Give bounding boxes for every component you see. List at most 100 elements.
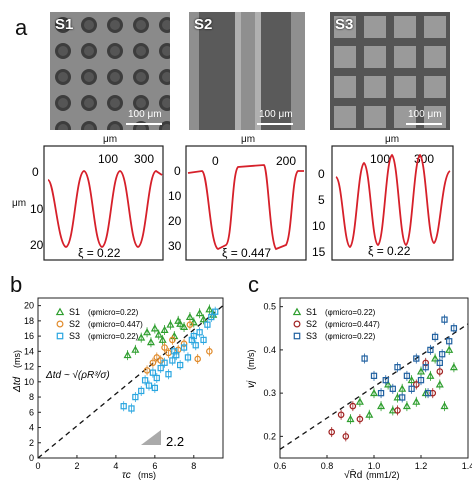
chart-b-points (120, 304, 219, 414)
data-point-s2 (206, 348, 213, 355)
chart-b-yunit: (ms) (12, 350, 22, 368)
data-point-s3 (424, 389, 432, 397)
data-point-s3 (413, 355, 420, 362)
data-point-s1 (416, 367, 426, 375)
data-point-s2 (349, 402, 357, 410)
profile3-ytick-2: 10 (312, 219, 326, 233)
profile1-xi: ξ = 0.22 (78, 246, 121, 260)
data-point-s3 (441, 316, 448, 323)
data-point-s1 (150, 324, 159, 332)
data-point-s1 (166, 320, 175, 328)
data-point-s3 (208, 313, 215, 321)
scale-text-s2: 100 μm (259, 109, 293, 120)
legend-name-s1: S1 (69, 307, 80, 317)
legend-phi-s3: (φmicro=0.22) (325, 332, 376, 341)
legend-phi-s1: (φmicro=0.22) (88, 308, 139, 317)
data-point-s3 (192, 342, 199, 349)
data-point-s3 (450, 325, 458, 332)
data-point-s1 (398, 384, 407, 392)
sem-texture-s3 (330, 12, 450, 130)
profile1-frame (43, 145, 164, 261)
data-point-s2 (394, 407, 401, 414)
data-point-s3 (394, 364, 401, 371)
panel-a-letter: a (15, 15, 28, 40)
data-point-s3 (180, 344, 188, 351)
data-point-s3 (132, 393, 139, 401)
legend-marker-s2 (293, 320, 301, 328)
profile3-curve (335, 153, 451, 248)
y-tick-label: 2 (29, 438, 34, 448)
profile3-xtick-0: 100 (370, 152, 390, 166)
data-point-s3 (200, 336, 207, 344)
chart-c-yunit: (m/s) (246, 350, 256, 371)
data-point-s3 (417, 377, 425, 384)
sem-texture-s2 (189, 12, 305, 130)
profile3-xi: ξ = 0.22 (368, 244, 411, 258)
sem-image-s3: S3 100 μm (330, 12, 450, 130)
data-point-s3 (370, 372, 378, 379)
data-point-s3 (382, 377, 389, 384)
x-tick-label: 2 (74, 461, 79, 471)
data-point-s3 (431, 333, 439, 341)
profile2-xi: ξ = 0.447 (222, 246, 271, 260)
sem-label-s3: S3 (335, 16, 354, 33)
data-point-s1 (146, 337, 155, 346)
data-point-s2 (169, 336, 176, 344)
data-point-s3 (153, 374, 160, 382)
profile-plot-3: 100 300 0 5 10 15 ξ = 0.22 (312, 145, 454, 261)
profile1-ytick-2: 20 (30, 238, 44, 252)
chart-b-slope-label: 2.2 (166, 434, 184, 449)
data-point-s3 (141, 377, 149, 384)
y-tick-label: 0.3 (263, 388, 276, 398)
data-point-s3 (427, 346, 434, 354)
data-point-s1 (189, 318, 198, 326)
data-point-s2 (342, 433, 350, 440)
profile3-ytick-0: 0 (318, 167, 325, 181)
sem-label-s1: S1 (55, 16, 74, 33)
profile-y-unit: μm (12, 198, 27, 209)
scale-bar-s3 (406, 123, 442, 125)
legend-marker-s3 (56, 332, 64, 340)
chart-c-legend: S1 (φmicro=0.22) S2 (φmicro=0.447) S3 (φmicro… (292, 307, 380, 341)
data-point-s2 (413, 381, 420, 388)
data-point-s3 (403, 372, 411, 379)
data-point-s3 (173, 351, 180, 359)
data-point-s1 (369, 388, 379, 397)
y-tick-label: 20 (24, 301, 34, 311)
legend-phi-s1: (φmicro=0.22) (325, 308, 376, 317)
data-point-s3 (446, 338, 453, 345)
x-tick-label: 1.4 (462, 461, 472, 471)
data-point-s2 (436, 368, 444, 375)
data-point-s1 (384, 380, 393, 388)
legend-name-s1: S1 (306, 307, 317, 317)
data-point-s1 (131, 345, 140, 353)
data-point-s2 (149, 359, 157, 367)
scale-bar-s2 (257, 123, 293, 125)
chart-b-xunit: (ms) (138, 470, 156, 480)
profile2-curve (187, 164, 304, 251)
x-tick-label: 6 (152, 461, 157, 471)
chart-b-frame (37, 297, 224, 459)
data-point-s3 (204, 321, 211, 328)
profile3-x-unit: μm (385, 134, 400, 145)
data-point-s1 (195, 309, 204, 317)
data-point-s2 (161, 344, 168, 351)
legend-name-s3: S3 (69, 331, 80, 341)
x-tick-label: 0.6 (274, 461, 287, 471)
x-tick-label: 0.8 (321, 461, 334, 471)
chart-c-ylabel: vj (246, 380, 257, 388)
chart-b: 0 2 4 6 8 10 12 14 16 18 20 0 2 4 6 8 2.2 Δtd ~ √(ρR³/… (12, 297, 224, 480)
legend-marker-s1 (55, 307, 65, 316)
data-point-s1 (431, 354, 440, 362)
chart-b-y-ticks: 0 2 4 6 8 10 12 14 16 18 20 (24, 301, 41, 463)
data-point-s1 (176, 319, 185, 327)
data-point-s3 (157, 364, 164, 372)
legend-marker-s2 (56, 320, 64, 328)
data-point-s3 (436, 359, 443, 367)
data-point-s3 (151, 384, 158, 392)
sem-image-s2: S2 100 μm (189, 12, 305, 130)
panel-b-letter: b (10, 272, 23, 297)
data-point-s1 (412, 397, 421, 405)
chart-b-legend: S1 (φmicro=0.22) S2 (φmicro=0.447) S3 (φmicro… (55, 307, 143, 341)
y-tick-label: 12 (24, 362, 34, 372)
